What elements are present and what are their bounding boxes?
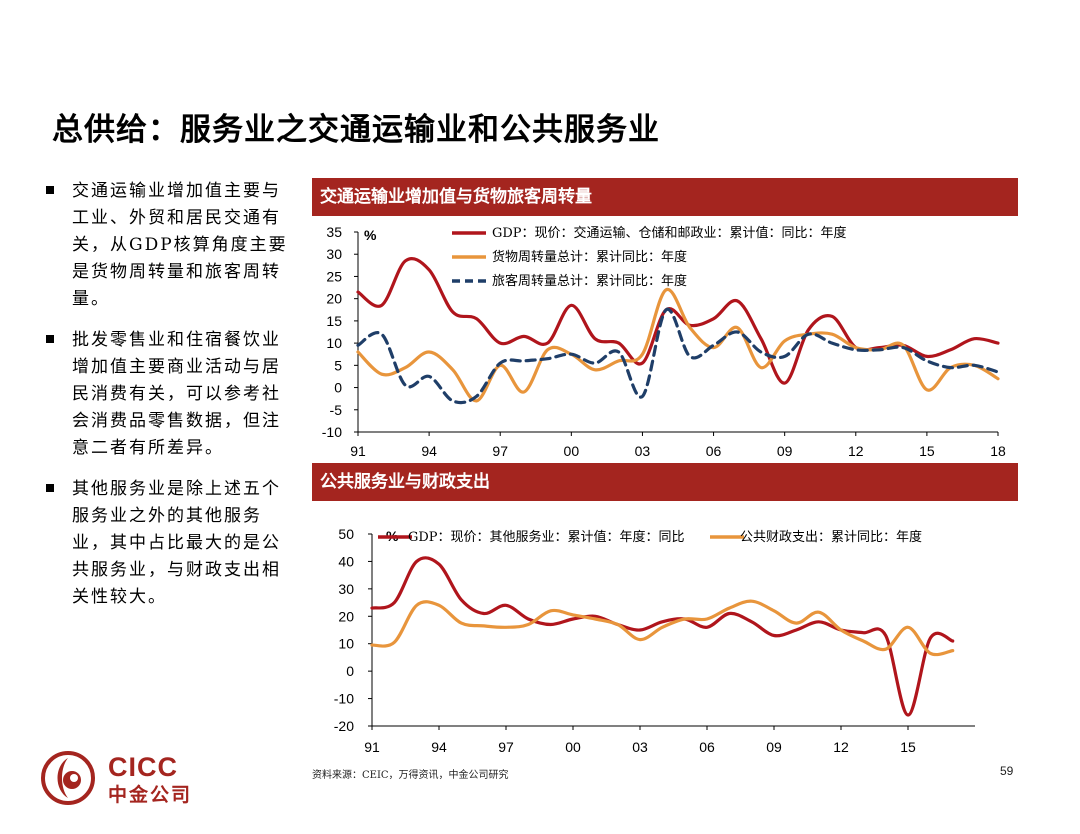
x-tick-label: 00 [564,443,580,459]
bullet-item: 其他服务业是除上述五个服务业之外的其他服务业，其中占比最大的是公共服务业，与财政… [46,476,296,611]
legend-label: 公共财政支出：累计同比：年度 [740,529,922,545]
x-tick-label: 91 [364,739,380,755]
y-tick-label: 50 [338,526,354,542]
logo-wordmark: CICC [108,752,178,782]
x-tick-label: 03 [632,739,648,755]
x-tick-label: 09 [766,739,782,755]
y-tick-label: 30 [326,246,342,262]
chart1-title-bar: 交通运输业增加值与货物旅客周转量 [312,178,1018,216]
cicc-logo-icon [41,751,95,805]
series-line-1 [370,556,955,717]
source-note: 资料来源：CEIC，万得资讯，中金公司研究 [312,770,509,781]
y-tick-label: 0 [334,380,342,396]
legend-label: 货物周转量总计：累计同比：年度 [492,249,687,265]
x-tick-label: 06 [706,443,722,459]
legend-label: GDP：现价：交通运输、仓储和邮政业：累计值：同比：年度 [492,225,847,241]
x-tick-label: 18 [990,443,1006,459]
y-tick-label: -10 [334,691,354,707]
series-line-2 [370,599,955,657]
y-tick-label: 20 [338,608,354,624]
x-tick-label: 03 [635,443,651,459]
y-tick-label: -5 [330,402,343,418]
y-tick-label: 10 [326,335,342,351]
series-line-2 [356,288,1000,403]
y-tick-label: 40 [338,553,354,569]
square-bullet-icon [46,484,54,492]
x-tick-label: 00 [565,739,581,755]
x-tick-label: 12 [848,443,864,459]
y-tick-label: 25 [326,268,342,284]
chart-2-group: 50403020100-10-20%919497000306091215GDP：… [334,526,975,755]
bullet-text: 其他服务业是除上述五个服务业之外的其他服务业，其中占比最大的是公共服务业，与财政… [72,479,281,607]
bullet-text: 批发零售业和住宿餐饮业增加值主要商业活动与居民消费有关，可以参考社会消费品零售数… [72,330,281,458]
legend-label: GDP：现价：其他服务业：累计值：年度：同比 [408,529,685,545]
bullet-list: 交通运输业增加值主要与工业、外贸和居民交通有关，从GDP核算角度主要是货物周转量… [46,178,296,625]
x-tick-label: 12 [833,739,849,755]
y-tick-label: 20 [326,291,342,307]
y-tick-label: 15 [326,313,342,329]
bullet-item: 交通运输业增加值主要与工业、外贸和居民交通有关，从GDP核算角度主要是货物周转量… [46,178,296,313]
x-tick-label: 97 [492,443,508,459]
square-bullet-icon [46,186,54,194]
y-tick-label: 30 [338,581,354,597]
legend-label: 旅客周转量总计：累计同比：年度 [492,273,687,289]
page-number: 59 [1000,764,1014,778]
x-tick-label: 91 [350,443,366,459]
y-tick-label: 35 [326,224,342,240]
bullet-item: 批发零售业和住宿餐饮业增加值主要商业活动与居民消费有关，可以参考社会消费品零售数… [46,327,296,462]
x-tick-label: 15 [900,739,916,755]
y-tick-label: -20 [334,718,354,734]
x-tick-label: 06 [699,739,715,755]
y-unit-label: % [364,227,377,243]
x-tick-label: 15 [919,443,935,459]
chart2-title-bar: 公共服务业与财政支出 [312,463,1018,501]
x-tick-label: 94 [431,739,447,755]
y-tick-label: 5 [334,357,342,373]
logo-chinese-name: 中金公司 [108,784,193,806]
y-tick-label: -10 [322,424,342,440]
y-tick-label: 0 [346,663,354,679]
bullet-text: 交通运输业增加值主要与工业、外贸和居民交通有关，从GDP核算角度主要是货物周转量… [72,181,288,309]
series-line-3 [356,307,1000,405]
slide-title: 总供给：服务业之交通运输业和公共服务业 [52,112,660,148]
y-tick-label: 10 [338,636,354,652]
x-tick-label: 97 [498,739,514,755]
square-bullet-icon [46,335,54,343]
x-tick-label: 94 [421,443,437,459]
chart-1-group: 35 30 25 20 15 10 5 0 -5 -10% 91 94 97 00 03 06 09 12 15 18… [322,224,1006,459]
x-tick-label: 09 [777,443,793,459]
